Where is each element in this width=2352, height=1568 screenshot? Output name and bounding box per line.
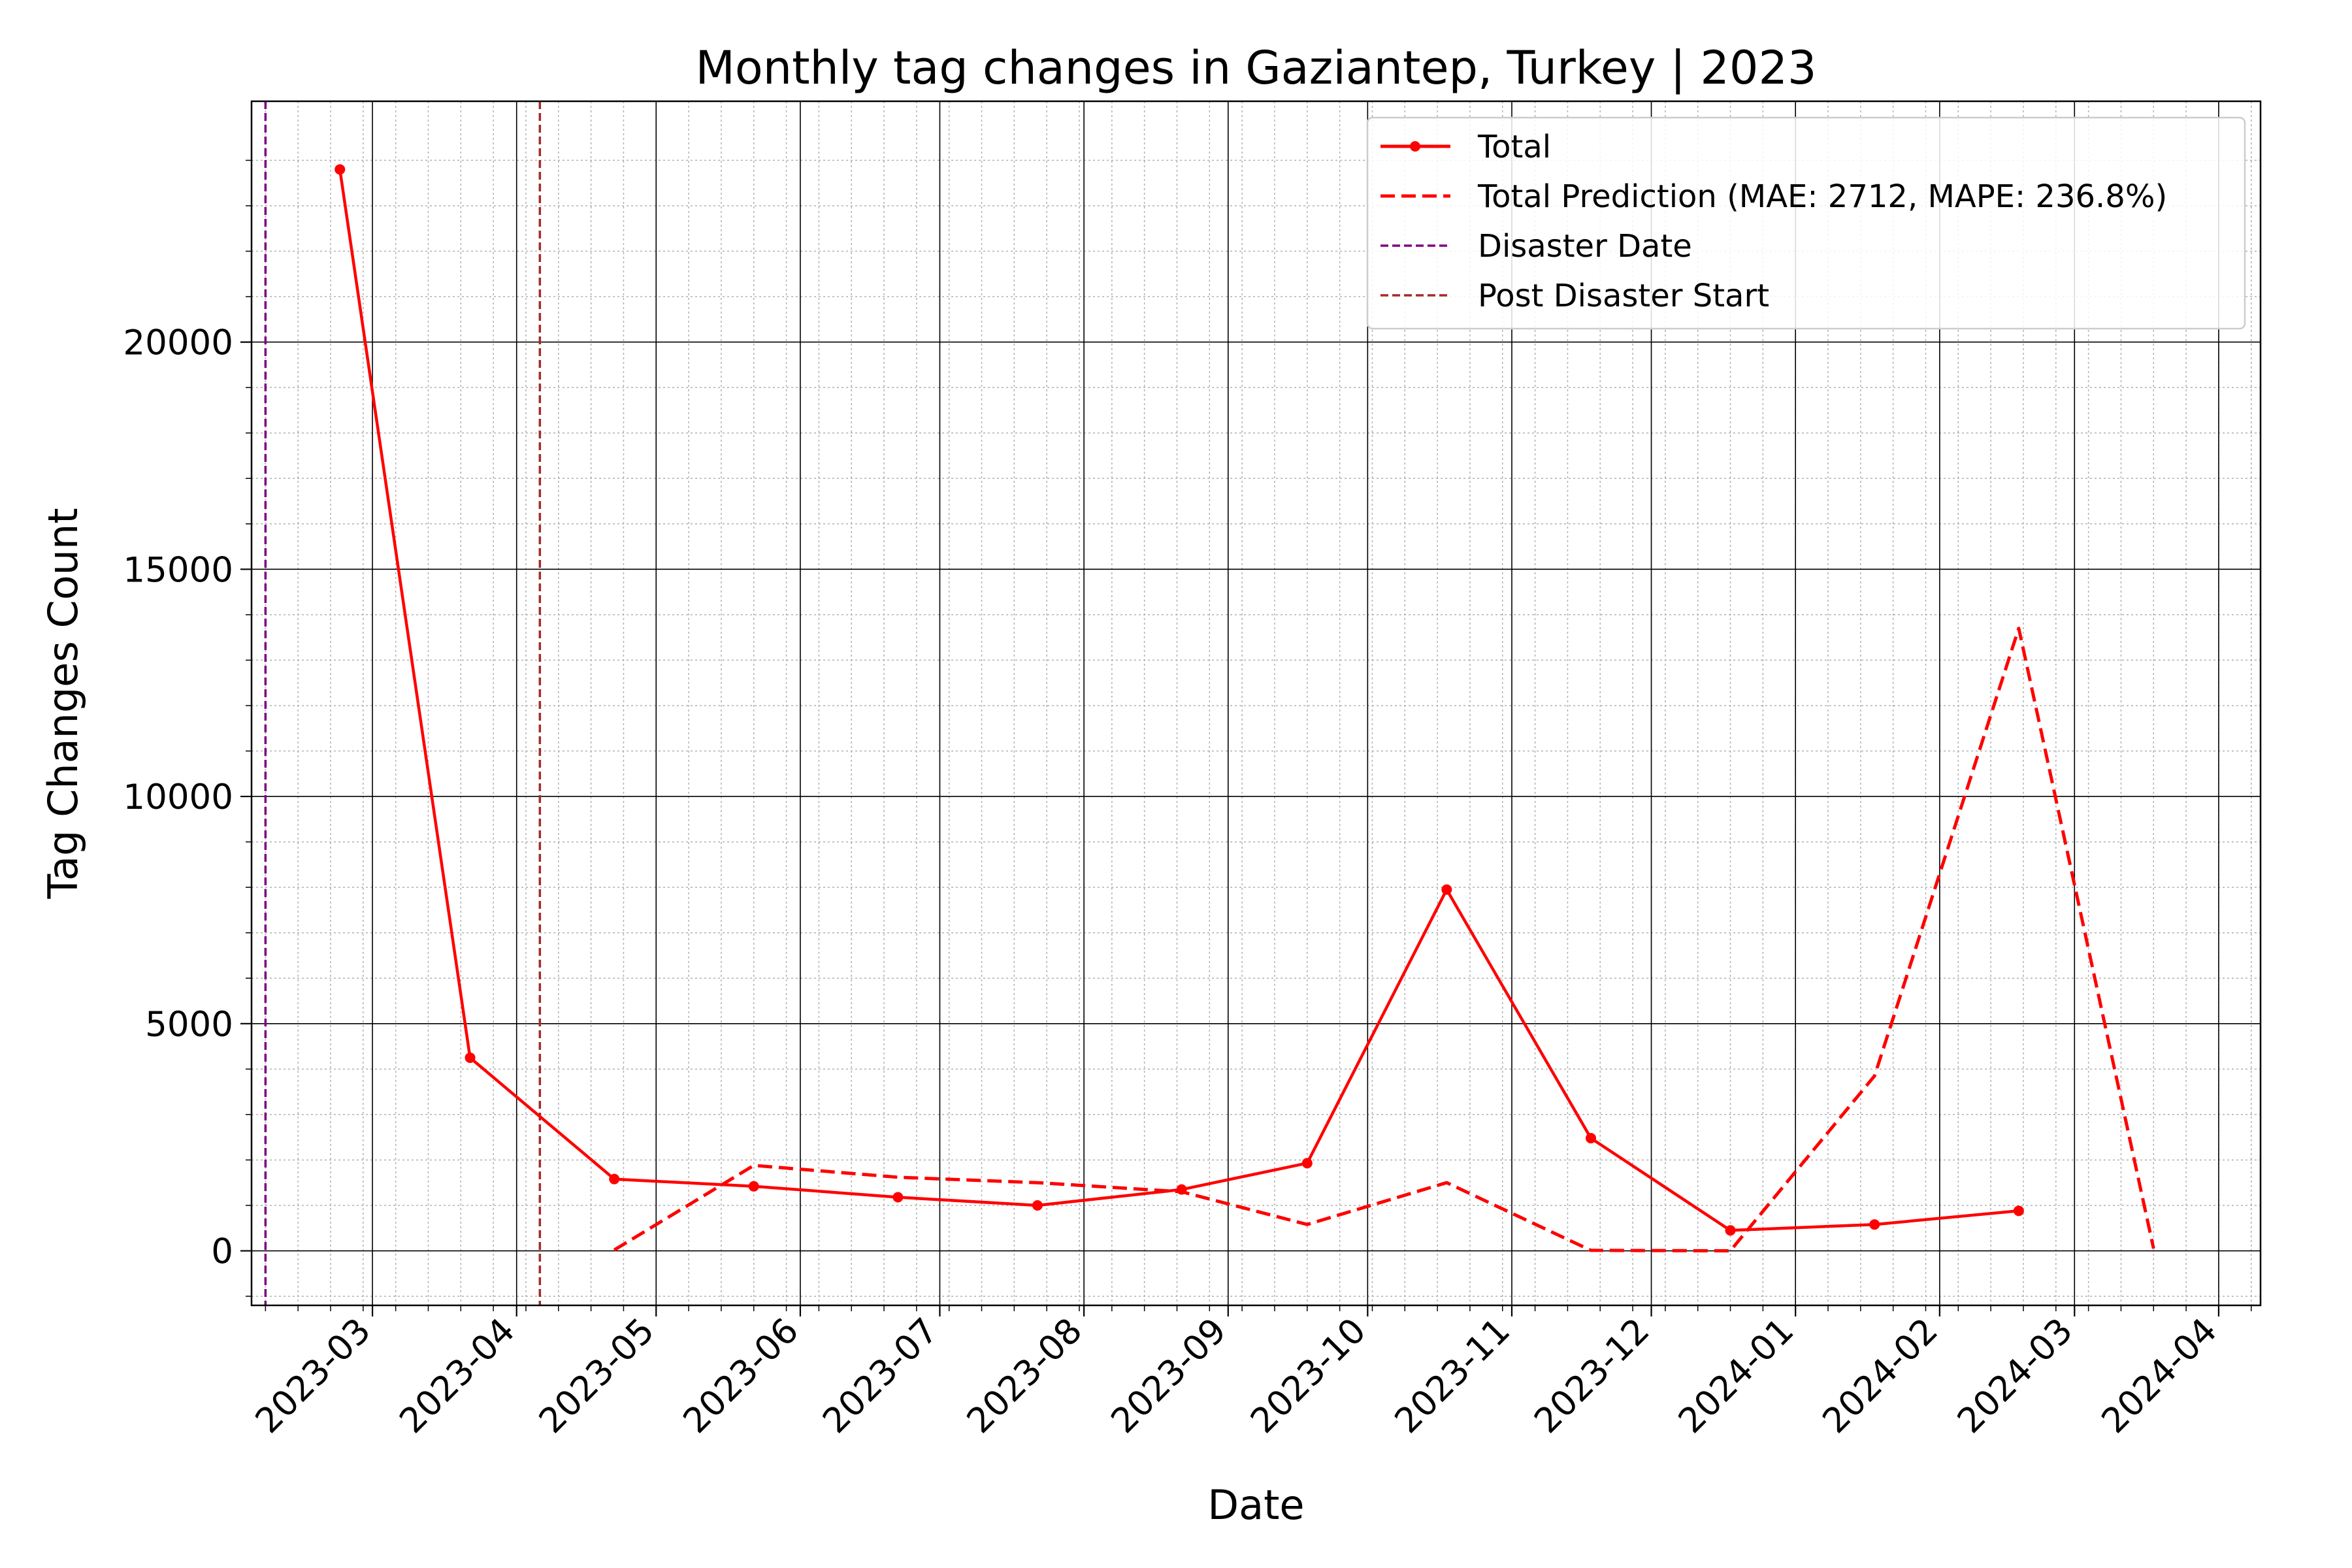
plot-area-frame <box>250 100 2262 1307</box>
legend: Total Total Prediction (MAE: 2712, MAPE: … <box>1366 116 2246 330</box>
total-data-point <box>748 1181 759 1192</box>
total-data-point <box>609 1173 620 1184</box>
total-data-point <box>1869 1219 1880 1230</box>
total-data-point <box>1441 884 1452 895</box>
total-data-point <box>465 1052 476 1063</box>
legend-box <box>1366 116 2246 330</box>
legend-label-post-disaster-start: Post Disaster Start <box>1478 278 1769 314</box>
minor-gridlines <box>252 101 2261 1305</box>
chart-title: Monthly tag changes in Gaziantep, Turkey… <box>695 41 1816 95</box>
legend-marker-total <box>1410 141 1420 152</box>
total-data-point <box>1586 1133 1596 1144</box>
y-tick-label: 15000 <box>123 550 233 590</box>
legend-label-disaster-date: Disaster Date <box>1478 228 1692 265</box>
total-data-point <box>892 1192 904 1203</box>
y-tick-label: 10000 <box>123 777 233 817</box>
x-axis-label: Date <box>1207 1481 1304 1529</box>
axis-ticks <box>240 159 2252 1316</box>
reference-lines <box>264 101 542 1305</box>
total-data-point <box>2013 1205 2024 1217</box>
total-data-point <box>1032 1200 1043 1211</box>
legend-label-total: Total <box>1477 129 1551 165</box>
y-tick-label: 0 <box>211 1232 233 1272</box>
legend-label-prediction: Total Prediction (MAE: 2712, MAPE: 236.8… <box>1477 178 2167 215</box>
total-data-point <box>1301 1158 1313 1169</box>
y-tick-labels: 0 5000 10000 15000 20000 <box>123 323 233 1272</box>
series-layer <box>335 164 2155 1252</box>
y-tick-label: 20000 <box>123 323 233 363</box>
prediction-series-line <box>613 627 2155 1252</box>
total-data-point <box>1725 1225 1736 1236</box>
y-tick-label: 5000 <box>145 1005 233 1045</box>
y-axis-label: Tag Changes Count <box>39 508 87 899</box>
total-data-point <box>335 164 346 175</box>
